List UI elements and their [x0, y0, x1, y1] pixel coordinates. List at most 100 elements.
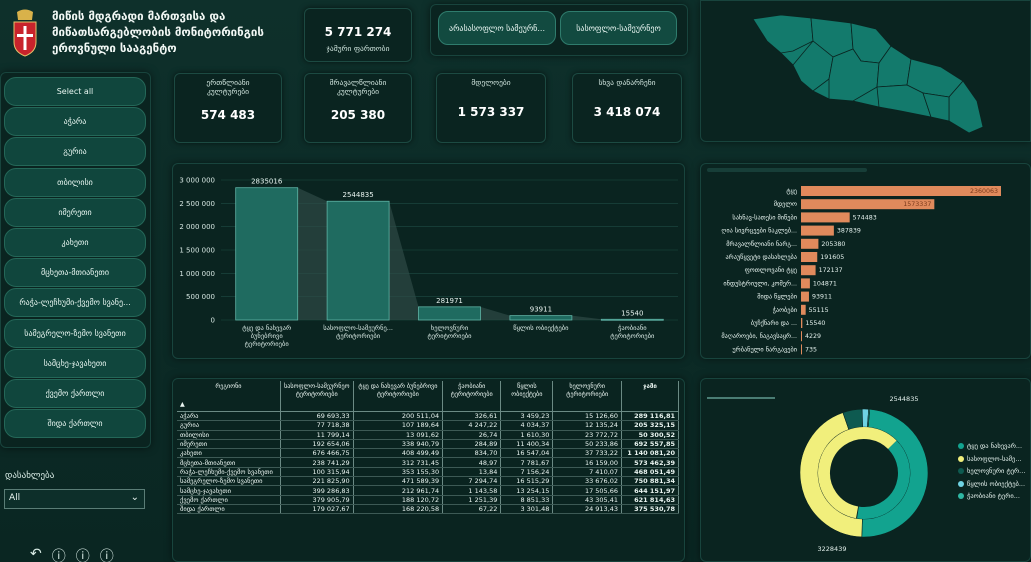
legend-item[interactable]: წყლის ობიექტებ... — [958, 480, 1025, 488]
land-use-hbar-chart-panel: ტყე 2360063 მდელო 1573337 სახნავ-სათესი მიწე… — [700, 163, 1031, 359]
table-cell: 107 189,64 — [353, 420, 444, 431]
table-cell: 11 799,14 — [280, 430, 354, 440]
table-cell: 43 305,41 — [552, 495, 623, 505]
region-slicer-item[interactable]: Select all — [4, 77, 146, 106]
table-cell: 4 247,22 — [442, 420, 502, 431]
table-row[interactable]: სამცხე-ჯავახეთი 399 286,83 212 961,74 1 143… — [177, 485, 679, 496]
col-header[interactable]: ხელოვნური ტერიტორიები — [552, 381, 623, 412]
table-row[interactable]: იმერეთი 192 654,06 338 940,79 284,89 11 400,… — [177, 439, 679, 450]
bar — [509, 315, 573, 321]
bar — [801, 278, 810, 289]
table-row[interactable]: რაჭა-ლეჩხუმი-ქვემო სვანეთი 100 315,94 353 … — [177, 467, 679, 478]
x-tick-label: წყლის ობიექტები — [513, 324, 569, 332]
donut-chart-panel: 2544835 3228439 — [700, 378, 1031, 562]
col-header[interactable]: რეგიონი ▲ — [177, 381, 281, 412]
kpi-other: სხვა დანარჩენი 3 418 074 — [572, 73, 682, 143]
table-cell: 338 940,79 — [353, 439, 444, 450]
info-icon[interactable]: ⓘ — [51, 549, 66, 562]
legend-label: ტყე და ნახევარ... — [967, 442, 1023, 450]
table-row[interactable]: შიდა ქართლი 179 027,67 168 220,58 67,22 3 30… — [177, 504, 679, 515]
bar — [801, 331, 802, 342]
legend-label: სასოფლო-სამე... — [967, 454, 1022, 463]
info-icon[interactable]: ⓘ — [99, 549, 114, 562]
data-label: 15540 — [621, 309, 643, 317]
settlement-filter-label: დასახლება — [5, 471, 55, 481]
bar — [801, 212, 850, 223]
data-label: 172137 — [819, 267, 843, 274]
region-slicer-item[interactable]: იმერეთი — [4, 197, 146, 227]
table-cell: 8 851,33 — [500, 495, 554, 505]
table-row[interactable]: სამეგრელო-ზემო სვანეთი 221 825,90 471 589,… — [177, 476, 679, 487]
table-row[interactable]: ქვემო ქართლი 379 905,79 188 120,72 1 251,39… — [177, 495, 679, 505]
legend-item[interactable]: ტყე და ნახევარ... — [958, 442, 1022, 450]
col-header[interactable]: წყლის ობიექტები — [500, 381, 554, 412]
table-cell: 353 155,30 — [353, 467, 444, 478]
data-label: 15540 — [805, 320, 825, 327]
region-slicer-item[interactable]: მცხეთა-მთიანეთი — [4, 258, 146, 288]
agricultural-button[interactable]: სასოფლო-სამეურნეო — [560, 11, 677, 45]
region-slicer-item[interactable]: სამცხე-ჯავახეთი — [4, 348, 146, 378]
info-icon[interactable]: ⓘ — [75, 549, 90, 562]
table-cell: 50 300,52 — [621, 430, 679, 440]
sort-icon[interactable]: ▲ — [180, 401, 185, 408]
region-slicer-item[interactable]: აჭარა — [4, 107, 146, 137]
region-slicer-item[interactable]: გურია — [4, 137, 146, 167]
table-cell: 573 462,39 — [621, 457, 679, 468]
table-row[interactable]: მცხეთა-მთიანეთი 238 741,29 312 731,45 48,97… — [177, 457, 679, 468]
table-cell: 289 116,81 — [621, 411, 679, 422]
settlement-dropdown[interactable]: All ⌄ — [4, 489, 145, 509]
table-cell: 33 676,02 — [552, 476, 623, 487]
category-label: ჭაობები — [773, 306, 797, 314]
table-cell: 23 772,72 — [552, 430, 623, 440]
table-cell: შიდა ქართლი — [177, 504, 281, 515]
x-tick-label: ტყე და ნახევარ — [242, 323, 291, 332]
land-use-hbar-chart: ტყე 2360063 მდელო 1573337 სახნავ-სათესი მიწე… — [721, 186, 1001, 355]
bar — [418, 306, 481, 321]
data-label: 93911 — [812, 294, 832, 301]
table-cell: 221 825,90 — [280, 476, 354, 487]
category-label: მაღაროები, ნაგავსაყრ... — [721, 331, 797, 340]
category-label: ტყე — [786, 188, 797, 195]
region-slicer-item[interactable]: თბილისი — [4, 167, 146, 197]
data-label: 2835016 — [251, 178, 283, 186]
x-tick-label: ტერიტორიები — [336, 331, 381, 340]
region-slicer-item[interactable]: რაჭა-ლეჩხუმი-ქვემო სვანე... — [4, 288, 146, 318]
legend-item[interactable]: ჭაობიანი ტერი... — [958, 492, 1020, 500]
table-cell: 17 505,66 — [552, 485, 623, 496]
region-slicer-item[interactable]: ქვემო ქართლი — [4, 379, 146, 408]
table-cell: 1 610,30 — [500, 430, 554, 440]
col-header[interactable]: ტყე და ნახევარ ბუნებრივი ტერიტორიები — [353, 381, 444, 412]
table-row[interactable]: კახეთი 676 466,75 408 499,49 834,70 16 547,0… — [177, 448, 679, 459]
region-slicer-item[interactable]: შიდა ქართლი — [4, 409, 146, 439]
col-header[interactable]: ჭაობიანი ტერიტორიები — [442, 381, 502, 412]
table-row[interactable]: გურია 77 718,38 107 189,64 4 247,22 4 034,37… — [177, 420, 679, 431]
georgia-map[interactable] — [701, 1, 1031, 143]
non-agricultural-button[interactable]: არასასოფლო სამეურნ... — [438, 11, 556, 45]
region-slicer-item[interactable]: კახეთი — [4, 228, 146, 257]
legend-item[interactable]: სასოფლო-სამე... — [958, 455, 1022, 463]
region-slicer-item[interactable]: სამეგრელო-ზემო სვანეთი — [4, 318, 146, 348]
data-label: 104871 — [813, 280, 837, 287]
table-cell: 16 159,00 — [552, 457, 623, 468]
table-row[interactable]: აჭარა 69 693,33 200 511,04 326,61 3 459,23 15… — [177, 411, 679, 422]
table-cell: 1 251,39 — [442, 495, 502, 505]
table-row[interactable]: თბილისი 11 799,14 13 091,62 26,74 1 610,30 23… — [177, 430, 679, 440]
legend-item[interactable]: ხელოვნური ტერ... — [958, 467, 1025, 475]
col-header[interactable]: ჯამი — [621, 381, 679, 412]
col-header[interactable]: სასოფლო-სამეურნეო ტერიტორიები — [280, 381, 354, 412]
table-cell: 13 091,62 — [353, 430, 444, 440]
table-cell: 13,84 — [442, 467, 502, 478]
x-tick-label: ბუნებრივი — [251, 331, 284, 340]
kpi-value: 3 418 074 — [593, 105, 661, 119]
table-cell: რაჭა-ლეჩხუმი-ქვემო სვანეთი — [177, 467, 281, 478]
back-icon[interactable]: ↶ — [30, 546, 42, 562]
category-label: არაუწყვეტი დასახლება — [725, 252, 797, 261]
data-label: 191605 — [820, 254, 844, 261]
x-tick-label: ტერიტორიები — [427, 331, 472, 340]
x-tick-label: ტერიტორიები — [610, 331, 655, 340]
table-cell: 200 511,04 — [353, 411, 444, 422]
table-cell: 12 135,24 — [552, 420, 623, 431]
kpi-meadows: მდელოები 1 573 337 — [436, 73, 546, 143]
land-cover-bar-chart-panel: 0 500 000 1 000 000 1 500 000 2 000 000 2 500… — [172, 163, 685, 359]
table-cell: 1 143,58 — [442, 485, 502, 496]
